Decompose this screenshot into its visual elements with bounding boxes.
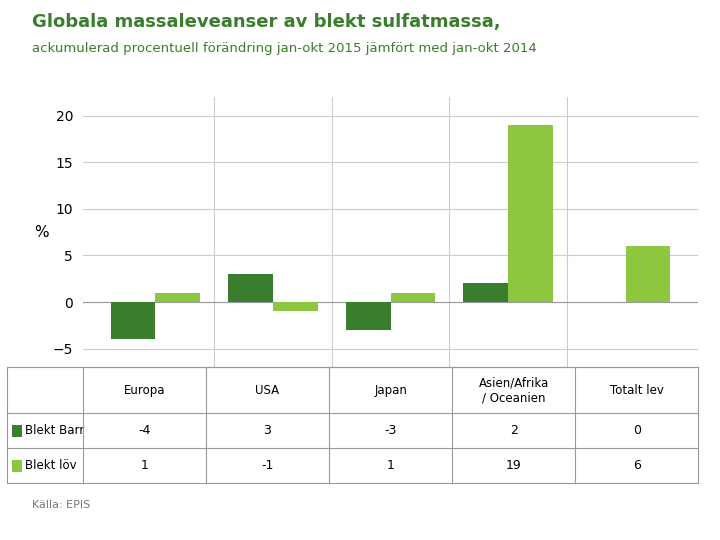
Text: Globala massaleveanser av blekt sulfatmassa,: Globala massaleveanser av blekt sulfatma… [32, 14, 501, 31]
Text: Europa: Europa [124, 383, 165, 397]
Text: 1: 1 [140, 459, 148, 472]
Text: USA: USA [256, 383, 279, 397]
Text: Japan: Japan [374, 383, 407, 397]
Bar [508, 125, 553, 302]
Text: Asien/Afrika
/ Oceanien: Asien/Afrika / Oceanien [479, 376, 549, 404]
Text: 19: 19 [506, 459, 521, 472]
Text: 0: 0 [633, 424, 641, 437]
Bar [464, 284, 508, 302]
Text: Källa: EPIS: Källa: EPIS [32, 500, 91, 510]
Text: -3: -3 [384, 424, 397, 437]
Y-axis label: %: % [35, 225, 49, 240]
Text: Totalt lev: Totalt lev [610, 383, 664, 397]
Bar [156, 293, 200, 302]
Bar [273, 302, 318, 312]
Text: 1: 1 [387, 459, 395, 472]
Text: Blekt löv: Blekt löv [25, 459, 77, 472]
Bar [346, 302, 390, 330]
Bar [626, 246, 670, 302]
Text: ackumulerad procentuell förändring jan-okt 2015 jämfört med jan-okt 2014: ackumulerad procentuell förändring jan-o… [32, 42, 537, 55]
Bar [111, 302, 156, 339]
Bar [390, 293, 436, 302]
Text: 3: 3 [264, 424, 271, 437]
Bar [228, 274, 273, 302]
Text: 6: 6 [633, 459, 641, 472]
Text: 2: 2 [510, 424, 518, 437]
Text: -4: -4 [138, 424, 150, 437]
Text: Blekt Barr: Blekt Barr [25, 424, 84, 437]
Text: -1: -1 [261, 459, 274, 472]
